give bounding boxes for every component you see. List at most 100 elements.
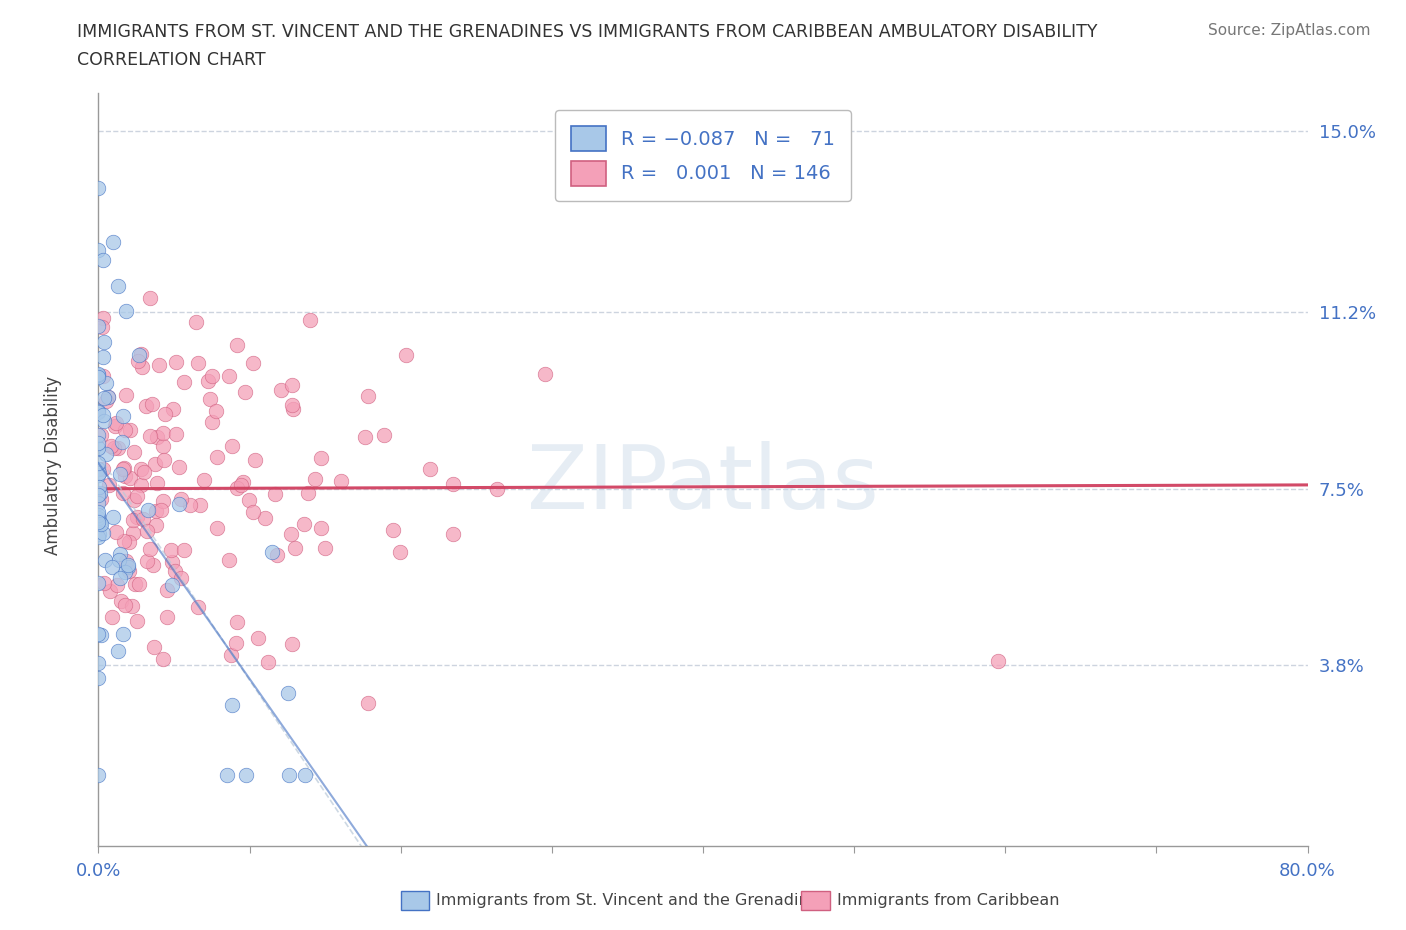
- Point: [87, 767, 110, 782]
- Point: [169, 497, 191, 512]
- Point: [114, 303, 136, 318]
- Point: [152, 652, 174, 667]
- Point: [221, 438, 243, 453]
- Point: [235, 767, 257, 782]
- Point: [143, 457, 166, 472]
- Point: [160, 543, 183, 558]
- Point: [160, 554, 183, 569]
- Point: [155, 406, 177, 421]
- Point: [103, 441, 125, 456]
- Point: [226, 338, 249, 352]
- Point: [87, 435, 110, 450]
- Point: [226, 481, 249, 496]
- Point: [124, 577, 146, 591]
- Point: [94, 552, 117, 567]
- Point: [129, 461, 152, 476]
- Point: [87, 456, 110, 471]
- Point: [90, 492, 112, 507]
- Point: [165, 426, 187, 441]
- Point: [89, 515, 111, 530]
- Point: [330, 473, 353, 488]
- Point: [278, 767, 301, 782]
- Point: [93, 311, 115, 325]
- Point: [253, 511, 276, 525]
- Point: [87, 468, 110, 483]
- Point: [100, 560, 122, 575]
- Point: [229, 477, 252, 492]
- Point: [135, 524, 157, 538]
- Point: [167, 459, 190, 474]
- Point: [242, 355, 264, 370]
- Point: [90, 627, 112, 642]
- Point: [136, 553, 159, 568]
- Point: [264, 486, 287, 501]
- Point: [235, 385, 257, 400]
- Point: [114, 469, 136, 484]
- Point: [243, 452, 266, 467]
- Point: [87, 181, 110, 196]
- Point: [280, 527, 302, 542]
- Point: [121, 598, 143, 613]
- Point: [200, 392, 222, 406]
- Point: [87, 655, 110, 670]
- Point: [108, 547, 131, 562]
- Point: [118, 471, 141, 485]
- Point: [357, 389, 380, 404]
- Point: [153, 452, 176, 467]
- Text: CORRELATION CHART: CORRELATION CHART: [77, 51, 266, 69]
- Point: [112, 462, 135, 477]
- Point: [90, 516, 112, 531]
- Point: [87, 514, 110, 529]
- Point: [105, 525, 128, 539]
- Point: [93, 407, 115, 422]
- Point: [201, 368, 224, 383]
- Point: [93, 414, 115, 429]
- Point: [139, 428, 162, 443]
- Point: [485, 482, 508, 497]
- Point: [256, 655, 278, 670]
- Point: [299, 312, 322, 327]
- Point: [297, 485, 319, 500]
- Point: [142, 640, 165, 655]
- Point: [111, 434, 134, 449]
- Point: [127, 353, 149, 368]
- Point: [87, 405, 110, 419]
- Point: [238, 493, 260, 508]
- Point: [87, 441, 110, 456]
- Point: [156, 583, 179, 598]
- Point: [114, 597, 136, 612]
- Point: [382, 522, 405, 537]
- Point: [87, 508, 110, 523]
- Point: [122, 512, 145, 527]
- Point: [156, 609, 179, 624]
- Point: [134, 465, 156, 480]
- Point: [149, 502, 172, 517]
- Point: [148, 358, 170, 373]
- Point: [280, 378, 302, 392]
- Point: [125, 488, 148, 503]
- Point: [100, 609, 122, 624]
- Point: [91, 350, 114, 365]
- Point: [201, 414, 224, 429]
- Point: [118, 564, 141, 578]
- Point: [266, 548, 288, 563]
- Point: [107, 440, 129, 455]
- Point: [111, 627, 134, 642]
- Point: [170, 570, 193, 585]
- Point: [87, 428, 110, 443]
- Point: [139, 290, 162, 305]
- Point: [114, 554, 136, 569]
- Point: [93, 576, 115, 591]
- Point: [105, 577, 128, 591]
- Point: [118, 535, 141, 550]
- Point: [131, 359, 153, 374]
- Point: [87, 529, 110, 544]
- Point: [218, 552, 240, 567]
- Point: [205, 450, 228, 465]
- Point: [145, 517, 167, 532]
- Point: [179, 498, 201, 512]
- Point: [114, 565, 136, 579]
- Point: [187, 600, 209, 615]
- Point: [91, 462, 114, 477]
- Point: [193, 472, 215, 487]
